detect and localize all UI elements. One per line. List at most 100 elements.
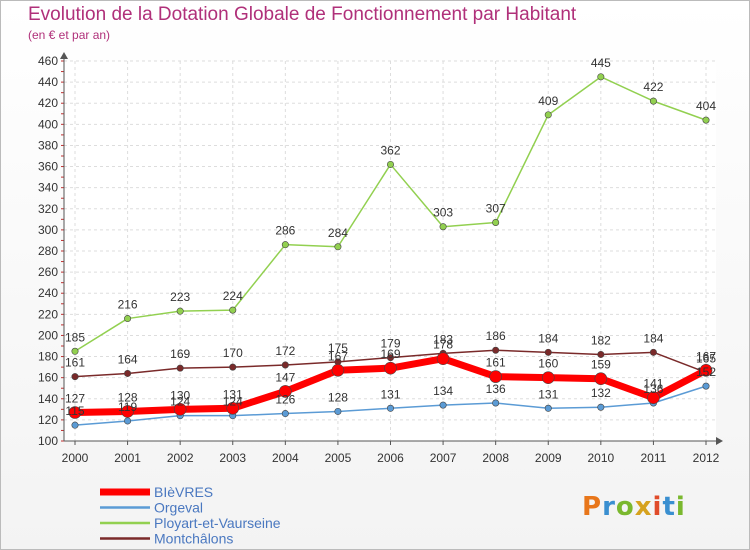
- data-label-ployart-et-vaurseine: 404: [696, 99, 716, 113]
- chart-title: Evolution de la Dotation Globale de Fonc…: [28, 4, 577, 25]
- data-label-montch-lons: 164: [118, 352, 138, 366]
- y-tick-label: 220: [38, 307, 58, 321]
- x-tick-label: 2011: [641, 451, 667, 465]
- axes: 100 120 140 160 180 200 220 240 260 280 300 320 340 3…: [38, 52, 723, 465]
- data-label-bi-vres: 178: [433, 338, 453, 352]
- data-label-ployart-et-vaurseine: 223: [170, 290, 190, 304]
- logo-letter: x: [634, 492, 653, 522]
- data-label-bi-vres: 161: [486, 356, 506, 370]
- data-label-ployart-et-vaurseine: 422: [643, 80, 663, 94]
- y-tick-label: 420: [38, 96, 58, 110]
- y-tick-label: 240: [38, 286, 58, 300]
- data-label-bi-vres: 128: [118, 390, 138, 404]
- logo-letter: t: [662, 492, 676, 522]
- data-label-ployart-et-vaurseine: 409: [538, 94, 558, 108]
- data-point-bi-vres: [68, 406, 82, 419]
- y-tick-label: 360: [38, 160, 58, 174]
- y-tick-label: 400: [38, 117, 58, 131]
- data-label-orgeval: 128: [328, 390, 348, 404]
- data-point-ployart-et-vaurseine: [597, 73, 605, 81]
- data-label-ployart-et-vaurseine: 286: [275, 224, 295, 238]
- data-point-ployart-et-vaurseine: [702, 116, 710, 124]
- data-point-montch-lons: [386, 354, 394, 362]
- data-label-bi-vres: 160: [538, 357, 558, 371]
- data-label-montch-lons: 184: [643, 331, 663, 345]
- x-axis-arrow: [716, 437, 723, 445]
- data-label-montch-lons: 165: [696, 351, 716, 365]
- data-point-ployart-et-vaurseine: [71, 347, 79, 355]
- data-point-bi-vres: [226, 401, 240, 415]
- x-tick-label: 2003: [219, 451, 246, 465]
- logo-letter: P: [582, 492, 603, 522]
- data-point-bi-vres: [699, 363, 713, 377]
- data-label-orgeval: 136: [643, 382, 663, 396]
- data-point-montch-lons: [544, 348, 552, 356]
- x-tick-label: 2002: [167, 451, 194, 465]
- data-label-montch-lons: 183: [433, 332, 453, 346]
- data-label-ployart-et-vaurseine: 224: [223, 289, 243, 303]
- x-tick-label: 2000: [62, 451, 89, 465]
- y-tick-label: 160: [38, 371, 58, 385]
- y-tick-label: 440: [38, 75, 58, 89]
- data-label-orgeval: 124: [170, 395, 190, 409]
- data-point-ployart-et-vaurseine: [439, 223, 447, 231]
- data-point-bi-vres: [173, 403, 187, 416]
- data-point-orgeval: [597, 403, 605, 411]
- data-point-montch-lons: [124, 369, 132, 377]
- data-point-bi-vres: [121, 405, 134, 418]
- data-label-ployart-et-vaurseine: 307: [486, 202, 506, 216]
- data-point-bi-vres: [279, 385, 292, 398]
- data-point-montch-lons: [649, 348, 657, 356]
- data-label-orgeval: 152: [696, 365, 716, 379]
- y-tick-label: 260: [38, 265, 58, 279]
- data-label-montch-lons: 175: [328, 341, 348, 355]
- data-label-orgeval: 126: [275, 393, 295, 407]
- data-label-montch-lons: 172: [275, 344, 295, 358]
- data-point-ployart-et-vaurseine: [492, 219, 500, 227]
- data-label-montch-lons: 161: [65, 356, 85, 370]
- x-tick-label: 2012: [693, 451, 720, 465]
- data-point-orgeval: [492, 399, 500, 407]
- data-point-ployart-et-vaurseine: [649, 97, 657, 105]
- data-point-orgeval: [334, 407, 342, 415]
- chart-subtitle: (en € et par an): [28, 28, 111, 42]
- data-point-bi-vres: [594, 372, 608, 386]
- x-tick-label: 2009: [535, 451, 562, 465]
- logo-letter: i: [675, 492, 686, 522]
- data-point-bi-vres: [331, 363, 345, 377]
- data-point-orgeval: [71, 421, 79, 429]
- data-label-orgeval: 119: [118, 400, 137, 414]
- data-label-montch-lons: 170: [223, 346, 243, 360]
- data-point-ployart-et-vaurseine: [124, 315, 132, 323]
- x-tick-label: 2001: [114, 451, 141, 465]
- data-point-bi-vres: [541, 371, 555, 384]
- legend: BIèVRESOrgevalPloyart-et-VaurseineMontch…: [100, 484, 281, 547]
- data-label-bi-vres: 169: [380, 347, 400, 361]
- proxiti-logo: Proxiti: [582, 492, 686, 522]
- data-label-bi-vres: 141: [643, 377, 663, 391]
- data-point-montch-lons: [176, 364, 184, 372]
- grid: [64, 60, 716, 442]
- data-label-orgeval: 131: [538, 387, 558, 401]
- y-tick-label: 280: [38, 244, 58, 258]
- x-tick-label: 2008: [482, 451, 509, 465]
- data-point-montch-lons: [597, 350, 605, 358]
- data-label-orgeval: 124: [223, 395, 243, 409]
- legend-label-montch-lons: Montchâlons: [154, 531, 233, 547]
- data-label-montch-lons: 186: [486, 329, 506, 343]
- y-tick-label: 460: [38, 54, 58, 68]
- data-label-montch-lons: 184: [538, 331, 558, 345]
- data-label-orgeval: 132: [591, 386, 611, 400]
- y-tick-label: 320: [38, 202, 58, 216]
- data-point-orgeval: [702, 382, 710, 390]
- data-point-ployart-et-vaurseine: [229, 306, 237, 314]
- data-point-bi-vres: [647, 391, 660, 405]
- x-tick-label: 2006: [377, 451, 404, 465]
- logo-letter: i: [652, 492, 663, 522]
- data-label-ployart-et-vaurseine: 445: [591, 56, 611, 70]
- y-tick-label: 300: [38, 223, 58, 237]
- y-tick-label: 380: [38, 138, 58, 152]
- data-label-orgeval: 115: [65, 404, 84, 418]
- data-point-orgeval: [281, 410, 289, 418]
